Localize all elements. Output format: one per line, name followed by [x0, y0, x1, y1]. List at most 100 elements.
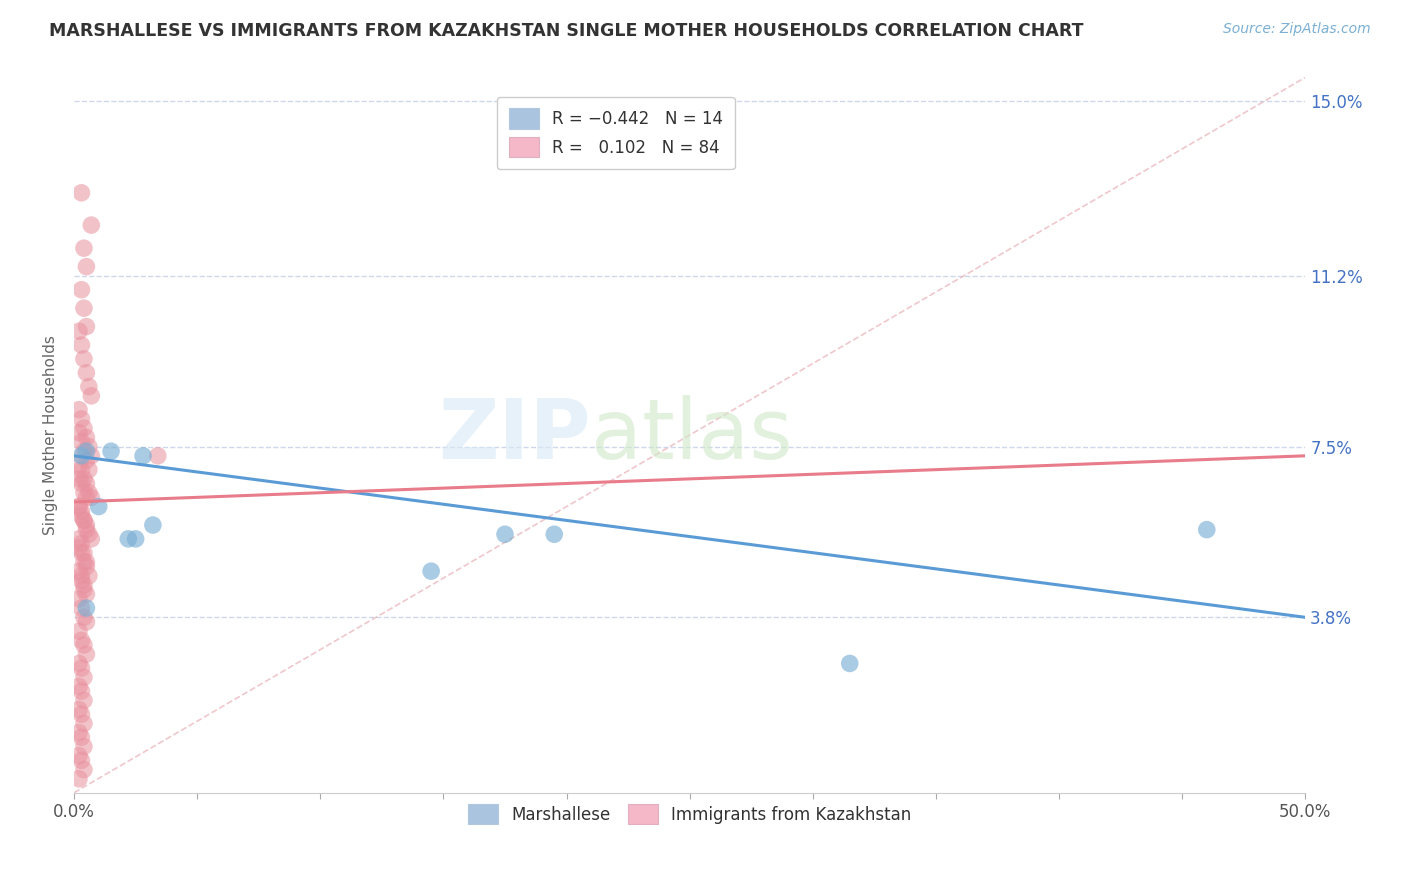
- Point: [67, 657, 90, 671]
- Point: [73, 513, 96, 527]
- Point: [75, 587, 97, 601]
- Point: [73, 739, 96, 754]
- Point: [75, 319, 97, 334]
- Point: [67, 532, 90, 546]
- Point: [70, 633, 93, 648]
- Point: [75, 366, 97, 380]
- Point: [70, 536, 93, 550]
- Point: [73, 444, 96, 458]
- Point: [75, 523, 97, 537]
- Point: [87, 500, 110, 514]
- Text: Source: ZipAtlas.com: Source: ZipAtlas.com: [1223, 22, 1371, 37]
- Point: [75, 491, 97, 505]
- Point: [80, 389, 103, 403]
- Point: [77, 485, 100, 500]
- Point: [67, 564, 90, 578]
- Point: [70, 707, 93, 722]
- Point: [73, 670, 96, 684]
- Point: [67, 703, 90, 717]
- Point: [142, 518, 165, 533]
- Point: [73, 241, 96, 255]
- Point: [75, 601, 97, 615]
- Point: [67, 591, 90, 606]
- Point: [67, 324, 90, 338]
- Point: [70, 449, 93, 463]
- Point: [67, 725, 90, 739]
- Point: [70, 601, 93, 615]
- Point: [100, 444, 122, 458]
- Y-axis label: Single Mother Households: Single Mother Households: [44, 335, 58, 535]
- Point: [70, 463, 93, 477]
- Point: [70, 508, 93, 523]
- Point: [80, 218, 103, 232]
- Point: [67, 500, 90, 514]
- Point: [75, 647, 97, 661]
- Point: [73, 546, 96, 560]
- Point: [75, 615, 97, 629]
- Point: [70, 753, 93, 767]
- Point: [67, 541, 90, 555]
- Point: [77, 568, 100, 582]
- Point: [67, 680, 90, 694]
- Point: [73, 582, 96, 597]
- Point: [67, 425, 90, 440]
- Point: [70, 283, 93, 297]
- Point: [67, 500, 90, 514]
- Point: [73, 351, 96, 366]
- Point: [70, 661, 93, 675]
- Text: MARSHALLESE VS IMMIGRANTS FROM KAZAKHSTAN SINGLE MOTHER HOUSEHOLDS CORRELATION C: MARSHALLESE VS IMMIGRANTS FROM KAZAKHSTA…: [49, 22, 1084, 40]
- Point: [70, 546, 93, 560]
- Point: [494, 527, 516, 541]
- Point: [70, 412, 93, 426]
- Point: [70, 684, 93, 698]
- Point: [80, 532, 103, 546]
- Point: [80, 449, 103, 463]
- Point: [77, 463, 100, 477]
- Point: [73, 301, 96, 315]
- Point: [117, 532, 139, 546]
- Point: [75, 555, 97, 569]
- Point: [75, 518, 97, 533]
- Point: [75, 559, 97, 574]
- Point: [67, 472, 90, 486]
- Point: [70, 731, 93, 745]
- Point: [77, 440, 100, 454]
- Point: [70, 338, 93, 352]
- Point: [543, 527, 565, 541]
- Point: [146, 449, 169, 463]
- Point: [75, 430, 97, 444]
- Legend: Marshallese, Immigrants from Kazakhstan: Marshallese, Immigrants from Kazakhstan: [458, 794, 921, 834]
- Text: atlas: atlas: [591, 394, 793, 475]
- Point: [70, 504, 93, 518]
- Point: [73, 578, 96, 592]
- Point: [75, 453, 97, 467]
- Point: [77, 379, 100, 393]
- Point: [73, 610, 96, 624]
- Text: ZIP: ZIP: [439, 394, 591, 475]
- Point: [73, 513, 96, 527]
- Point: [420, 564, 443, 578]
- Point: [75, 260, 97, 274]
- Point: [77, 527, 100, 541]
- Point: [70, 476, 93, 491]
- Point: [75, 444, 97, 458]
- Point: [75, 476, 97, 491]
- Point: [1195, 523, 1218, 537]
- Point: [73, 485, 96, 500]
- Point: [73, 555, 96, 569]
- Point: [73, 421, 96, 435]
- Point: [70, 186, 93, 200]
- Point: [67, 458, 90, 472]
- Point: [80, 491, 103, 505]
- Point: [67, 772, 90, 786]
- Point: [70, 434, 93, 449]
- Point: [73, 716, 96, 731]
- Point: [124, 532, 146, 546]
- Point: [73, 638, 96, 652]
- Point: [73, 763, 96, 777]
- Point: [67, 748, 90, 763]
- Point: [70, 574, 93, 588]
- Point: [67, 402, 90, 417]
- Point: [132, 449, 155, 463]
- Point: [70, 568, 93, 582]
